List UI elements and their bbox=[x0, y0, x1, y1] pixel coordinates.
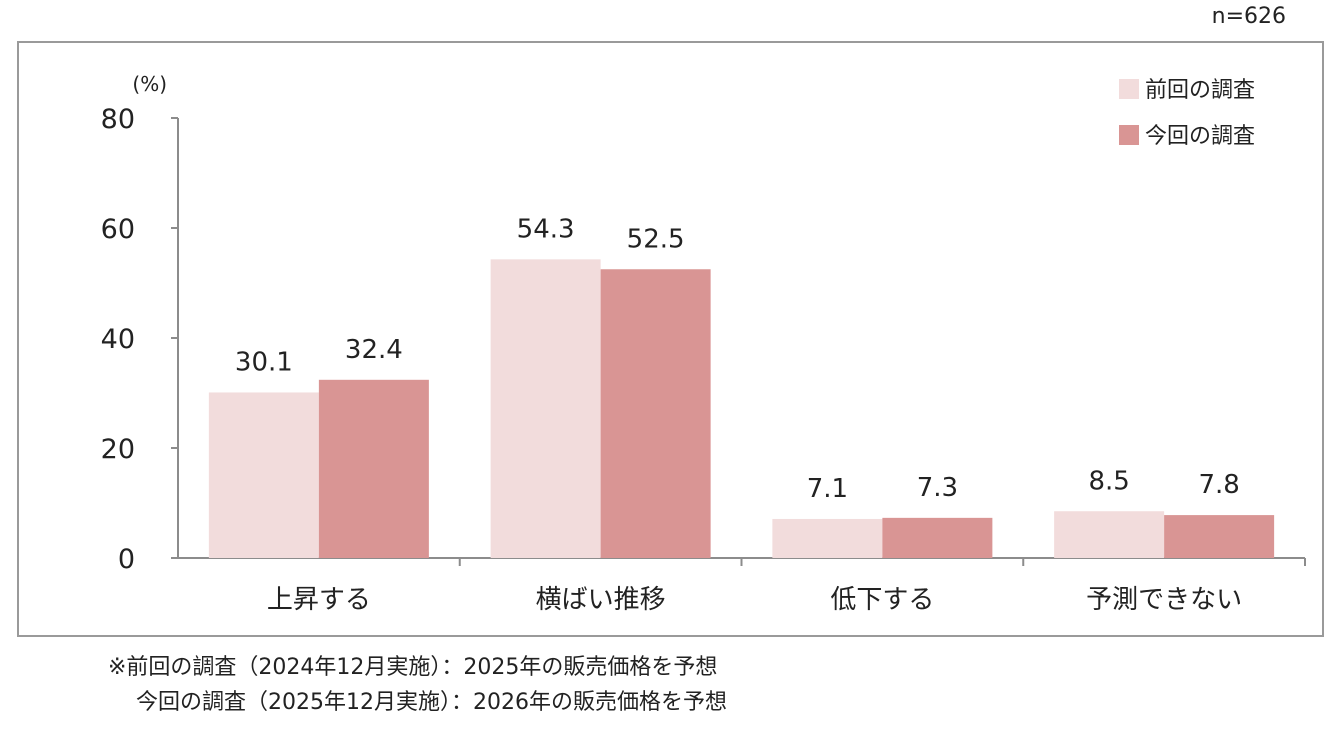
bar bbox=[1054, 511, 1165, 558]
y-tick-label: 60 bbox=[101, 214, 135, 245]
sample-size-label: n=626 bbox=[1211, 4, 1286, 29]
x-tick-label: 予測できない bbox=[1086, 585, 1242, 615]
footnote-line-current: 今回の調査（2025年12月実施）：2026年の販売価格を予想 bbox=[136, 690, 727, 715]
data-label: 30.1 bbox=[235, 347, 293, 377]
bar-chart: (%) 0 20 40 60 80 30.1 32.4 上昇する 54.3 52.5 横ばい推移 7.1… bbox=[101, 72, 1306, 615]
y-tick-label: 40 bbox=[101, 324, 135, 355]
data-label: 7.1 bbox=[807, 474, 848, 504]
bar bbox=[882, 517, 993, 558]
legend-swatch bbox=[1119, 125, 1139, 145]
bar bbox=[772, 518, 883, 558]
x-tick-label: 低下する bbox=[830, 585, 934, 615]
bar bbox=[1164, 515, 1275, 558]
chart-frame: (%) 0 20 40 60 80 30.1 32.4 上昇する 54.3 52.5 横ばい推移 7.1… bbox=[17, 41, 1324, 637]
data-label: 32.4 bbox=[345, 335, 403, 365]
legend-label: 今回の調査 bbox=[1145, 124, 1255, 149]
x-tick-label: 横ばい推移 bbox=[536, 585, 666, 615]
y-tick-label: 20 bbox=[101, 434, 135, 465]
y-tick-label: 80 bbox=[101, 104, 135, 135]
data-label: 54.3 bbox=[517, 214, 575, 244]
data-label: 52.5 bbox=[627, 224, 685, 254]
data-label: 7.8 bbox=[1198, 470, 1239, 500]
legend-label: 前回の調査 bbox=[1145, 78, 1255, 103]
x-tick-label: 上昇する bbox=[267, 585, 371, 615]
y-unit-label: (%) bbox=[132, 72, 167, 96]
data-label: 7.3 bbox=[917, 473, 958, 503]
bar bbox=[600, 269, 711, 558]
footnote-line-previous: ※前回の調査（2024年12月実施）：2025年の販売価格を予想 bbox=[108, 655, 718, 680]
bar bbox=[490, 259, 601, 558]
legend-swatch bbox=[1119, 79, 1139, 99]
footnote: ※前回の調査（2024年12月実施）：2025年の販売価格を予想 今回の調査（2… bbox=[108, 650, 727, 720]
data-label: 8.5 bbox=[1088, 466, 1129, 496]
bar bbox=[318, 379, 429, 558]
y-tick-label: 0 bbox=[118, 544, 135, 575]
bar bbox=[208, 392, 319, 558]
